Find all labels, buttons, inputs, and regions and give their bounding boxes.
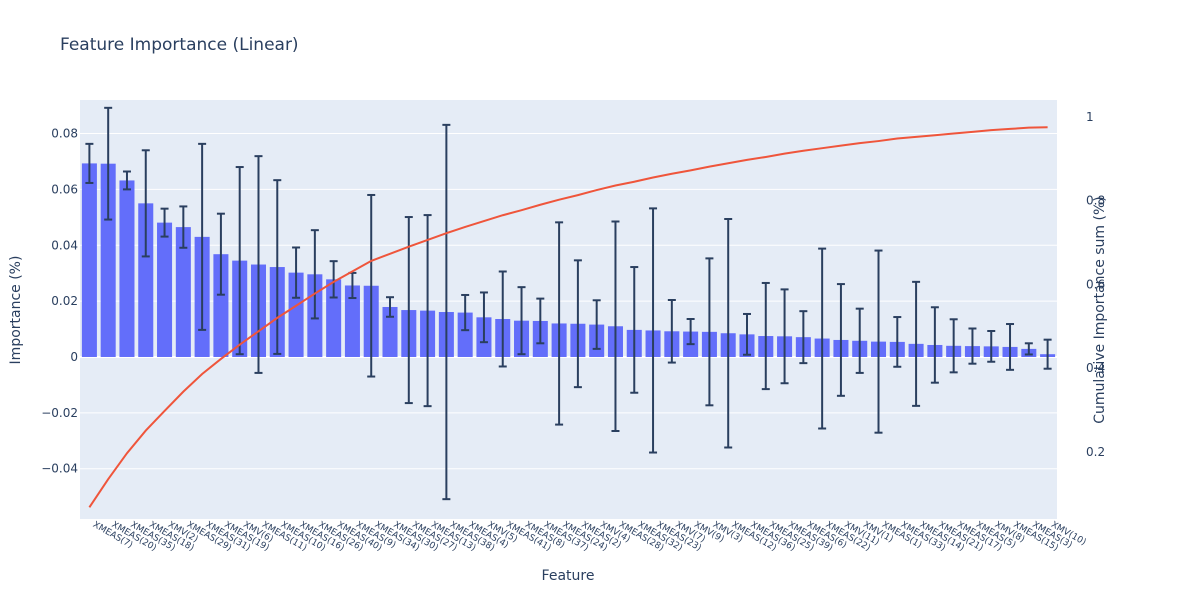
error-bar-12 xyxy=(310,229,319,320)
bars-layer xyxy=(81,163,1056,357)
y-tick-label-0: −0.04 xyxy=(41,462,78,476)
error-bar-18 xyxy=(423,214,432,408)
error-bar-2 xyxy=(122,170,131,191)
y-tick-label-2: 0 xyxy=(70,350,78,364)
error-bars-layer xyxy=(85,106,1052,501)
bar-11 xyxy=(288,272,304,357)
error-bar-10 xyxy=(273,179,282,355)
error-bar-19 xyxy=(442,123,451,501)
chart-title: Feature Importance (Linear) xyxy=(60,35,299,55)
error-bar-36 xyxy=(761,281,770,391)
cumulative-line-layer xyxy=(88,126,1048,508)
y2-tick-label-1: 0.4 xyxy=(1086,361,1105,375)
error-bar-1 xyxy=(104,106,113,221)
error-bar-27 xyxy=(592,299,601,350)
y2-tick-label-2: 0.6 xyxy=(1086,277,1105,291)
error-bar-30 xyxy=(649,207,658,454)
error-bar-24 xyxy=(536,297,545,345)
error-bar-37 xyxy=(780,288,789,385)
error-bar-3 xyxy=(141,149,150,258)
y-tick-label-3: 0.02 xyxy=(51,294,78,308)
error-bar-28 xyxy=(611,220,620,433)
cumulative-line xyxy=(88,126,1048,508)
error-bar-45 xyxy=(930,306,939,384)
error-bar-17 xyxy=(404,216,413,405)
x-axis-title: Feature xyxy=(542,568,595,584)
error-bar-39 xyxy=(818,247,827,430)
error-bar-41 xyxy=(855,307,864,374)
error-bar-21 xyxy=(479,291,488,344)
error-bar-7 xyxy=(216,212,225,296)
error-bar-0 xyxy=(85,142,94,184)
error-bar-44 xyxy=(912,280,921,407)
error-bar-46 xyxy=(949,318,958,374)
error-bar-50 xyxy=(1024,342,1033,356)
y2-tick-label-0: 0.2 xyxy=(1086,445,1105,459)
bar-20 xyxy=(457,312,473,357)
y-axis-ticks: −0.04 −0.02 0 0.02 0.04 0.06 0.08 xyxy=(41,127,78,476)
error-bar-9 xyxy=(254,155,263,374)
error-bar-23 xyxy=(517,286,526,356)
error-bar-38 xyxy=(799,310,808,365)
bar-0 xyxy=(81,163,97,357)
error-bar-32 xyxy=(686,317,695,346)
y-tick-label-6: 0.08 xyxy=(51,127,78,141)
error-bar-11 xyxy=(292,246,301,299)
error-bar-26 xyxy=(573,259,582,389)
bar-1 xyxy=(100,163,116,357)
error-bar-25 xyxy=(555,221,564,426)
error-bar-31 xyxy=(667,299,676,364)
error-bar-29 xyxy=(630,266,639,394)
y-axis-title: Importance (%) xyxy=(8,256,24,365)
error-bar-33 xyxy=(705,257,714,407)
bar-4 xyxy=(157,222,173,357)
error-bar-15 xyxy=(367,193,376,378)
bar-13 xyxy=(326,279,342,357)
y2-tick-label-4: 1 xyxy=(1086,110,1094,124)
error-bar-42 xyxy=(874,249,883,434)
error-bar-22 xyxy=(498,270,507,368)
y2-axis-title: Cumulative Importance sum (%) xyxy=(1092,196,1108,424)
error-bar-13 xyxy=(329,260,338,299)
error-bar-5 xyxy=(179,205,188,249)
error-bar-40 xyxy=(836,283,845,397)
error-bar-34 xyxy=(724,217,733,449)
error-bar-4 xyxy=(160,207,169,238)
bar-3 xyxy=(138,203,154,357)
y-tick-label-1: −0.02 xyxy=(41,406,78,420)
error-bar-16 xyxy=(386,296,395,318)
bar-16 xyxy=(382,306,398,357)
bar-5 xyxy=(175,227,191,357)
error-bar-48 xyxy=(987,330,996,363)
y-tick-label-5: 0.06 xyxy=(51,182,78,196)
error-bar-8 xyxy=(235,166,244,356)
bar-14 xyxy=(344,285,360,357)
bar-2 xyxy=(119,180,135,357)
error-bar-20 xyxy=(461,293,470,332)
y2-axis-ticks: 0.2 0.4 0.6 0.8 1 xyxy=(1086,110,1105,459)
error-bar-35 xyxy=(742,312,751,356)
y2-tick-label-3: 0.8 xyxy=(1086,194,1105,208)
error-bar-6 xyxy=(198,142,207,331)
error-bar-43 xyxy=(893,316,902,368)
y-tick-label-4: 0.04 xyxy=(51,238,78,252)
error-bar-49 xyxy=(1006,323,1015,371)
bar-7 xyxy=(213,254,229,357)
error-bar-51 xyxy=(1043,338,1052,370)
error-bar-47 xyxy=(968,327,977,365)
